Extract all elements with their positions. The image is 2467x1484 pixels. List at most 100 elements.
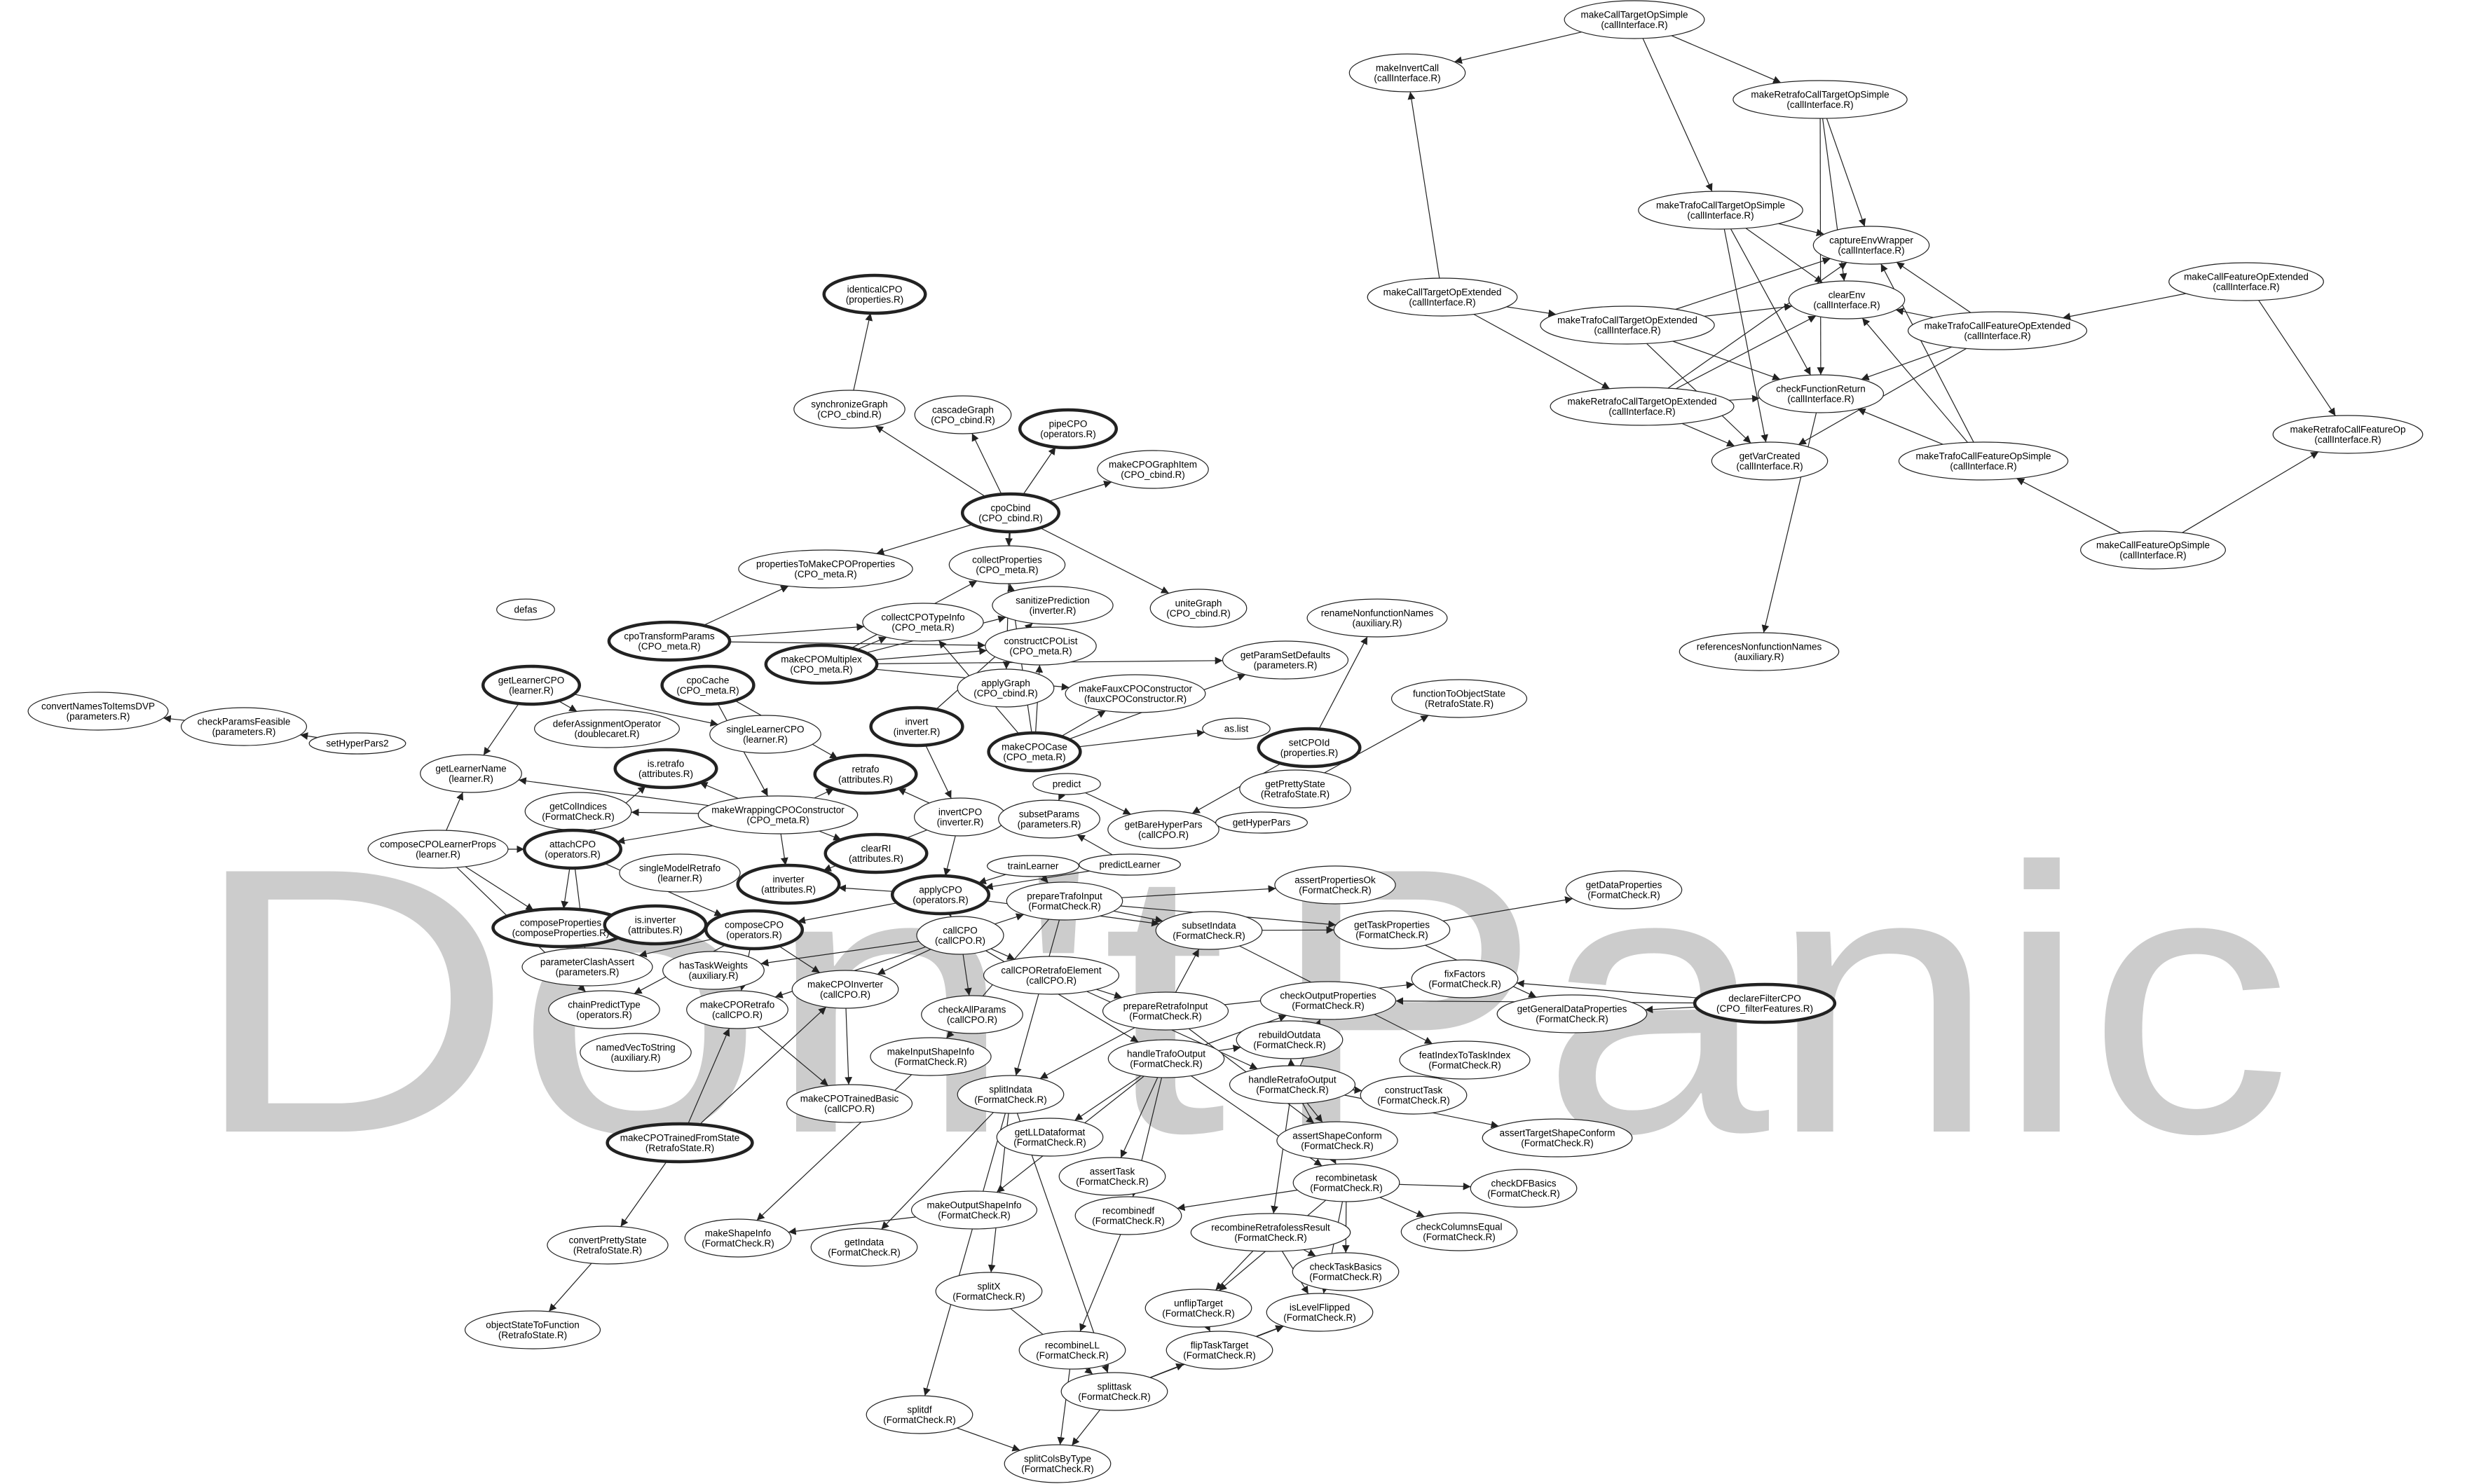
node-file-text: (FormatCheck.R) [542,811,615,822]
node-name-text: makeOutputShapeInfo [927,1200,1021,1210]
edge-callCPO-to-prepareTrafoInput [995,913,1024,925]
node-name-text: getLearnerName [435,763,506,774]
node-ellipse-splitX [935,1272,1043,1311]
node-ellipse-identicalCPO [822,273,927,315]
node-name-text: getParamSetDefaults [1241,650,1331,660]
edge-trainLearner-to-applyCPO [978,874,1006,885]
node-checkParamsFeasible: checkParamsFeasible(parameters.R) [180,707,308,746]
node-name-text: checkParamsFeasible [198,716,291,727]
node-file-text: (FormatCheck.R) [1355,930,1428,940]
node-name-text: functionToObjectState [1413,688,1505,699]
edge-getTaskProperties-to-getDataProperties [1442,896,1573,921]
node-file-text: (callInterface.R) [1687,210,1754,221]
node-ellipse-getVarCreated [1711,441,1829,481]
node-name-text: handleRetrafoOutput [1248,1074,1337,1085]
node-isRetrafo: is.retrafo(attributes.R) [613,748,718,790]
node-captureEnvWrapper: captureEnvWrapper(callInterface.R) [1812,226,1930,265]
edge-makeTrafoCallFeatureOpSimple-to-checkFunctionReturn [1857,408,1943,445]
node-ellipse-recombinetask [1292,1163,1400,1202]
edge-setCPOId-to-renameNonfunctionNames [1318,636,1368,729]
node-ellipse-constructTask [1360,1076,1468,1115]
node-applyGraph: applyGraph(CPO_cbind.R) [957,668,1055,708]
edge-makeCallTargetOpExtended-to-makeRetrafoCallTargetOpExtended [1473,313,1611,390]
node-file-text: (FormatCheck.R) [1521,1138,1594,1148]
edge-splitdf-to-splitColsByType [957,1427,1020,1452]
node-constructCPOList: constructCPOList(CPO_meta.R) [985,626,1097,666]
edge-handleRetrafoOutput-to-recombineRetrafolessResult [1271,1103,1290,1214]
edge-makeWrappingCPOConstructor-to-clearRI [819,830,842,841]
edge-declareFilterCPO-to-fixFactors [1516,980,1698,998]
node-file-text: (parameters.R) [212,727,276,737]
node-makeCallTargetOpExtended: makeCallTargetOpExtended(callInterface.R… [1367,277,1518,317]
node-file-text: (FormatCheck.R) [1309,1272,1382,1282]
node-file-text: (operators.R) [545,849,601,860]
node-ellipse-featIndexToTaskIndex [1399,1040,1531,1080]
edge-prepareTrafoInput-to-assertPropertiesOk [1121,885,1276,898]
node-file-text: (FormatCheck.R) [1423,1232,1496,1242]
node-ellipse-chainPredictType [548,990,660,1029]
node-name-text: constructCPOList [1004,635,1077,646]
node-makeTrafoCallFeatureOpSimple: makeTrafoCallFeatureOpSimple(callInterfa… [1898,441,2069,481]
node-ellipse-isLevelFlipped [1266,1293,1374,1332]
node-ellipse-recombinedf [1074,1196,1182,1235]
node-ellipse-trainLearner [986,855,1079,877]
node-ellipse-makeCPOGraphItem [1097,450,1209,489]
node-ellipse-flipTaskTarget [1166,1331,1273,1370]
node-makeCPOCase: makeCPOCase(CPO_meta.R) [987,731,1082,773]
node-file-text: (auxiliary.R) [610,1052,660,1063]
node-name-text: parameterClashAssert [540,956,635,967]
node-renameNonfunctionNames: renameNonfunctionNames(auxiliary.R) [1306,598,1448,638]
node-ellipse-collectCPOTypeInfo [862,603,984,642]
node-ellipse-cpoCbind [960,492,1061,534]
node-ellipse-singleModelRetrafo [619,853,741,893]
node-isLevelFlipped: isLevelFlipped(FormatCheck.R) [1266,1293,1374,1332]
node-callCPO: callCPO(callCPO.R) [916,916,1004,955]
node-name-text: recombinetask [1315,1172,1377,1183]
node-ellipse-getDataProperties [1565,870,1683,909]
node-ellipse-parameterClashAssert [521,947,653,987]
node-ellipse-synchronizeGraph [793,390,906,429]
node-name-text: makeInputShapeInfo [887,1046,975,1057]
node-ellipse-asList [1202,717,1271,740]
node-name-text: makeCallFeatureOpExtended [2184,271,2309,282]
edge-makeCPOInverter-to-makeCPOTrainedBasic [845,1008,853,1085]
node-file-text: (callCPO.R) [947,1015,997,1025]
node-getColIndices: getColIndices(FormatCheck.R) [524,792,632,831]
node-file-text: (FormatCheck.R) [1292,1001,1365,1011]
node-ellipse-clearRI [824,832,929,874]
edge-applyCPO-to-composeCPO [797,902,898,924]
node-name-text: chainPredictType [568,999,641,1010]
node-file-text: (operators.R) [726,930,782,940]
edge-makeTrafoCallTargetOpSimple-to-captureEnvWrapper [1778,223,1824,237]
node-checkTaskBasics: checkTaskBasics(FormatCheck.R) [1292,1252,1400,1291]
node-ellipse-getLearnerCPO [481,664,582,706]
node-retrafo: retrafo(attributes.R) [813,753,918,795]
node-ellipse-inverter [736,863,841,905]
node-singleLearnerCPO: singleLearnerCPO(learner.R) [709,715,821,754]
node-file-text: (FormatCheck.R) [1299,885,1372,895]
node-ellipse-applyGraph [957,668,1055,708]
node-name-text: assertPropertiesOk [1294,874,1376,885]
node-name-text: getPrettyState [1265,778,1325,789]
node-getHyperPars: getHyperPars [1215,811,1308,834]
node-name-text: recombineLL [1045,1340,1100,1350]
edge-invertCPO-to-applyCPO [943,835,956,877]
node-ellipse-makeRetrafoCallTargetOpExtended [1550,387,1735,426]
edge-makeTrafoCallFeatureOpSimple-to-clearEnv [1861,317,1968,443]
node-file-text: (fauxCPOConstructor.R) [1084,694,1187,704]
node-checkFunctionReturn: checkFunctionReturn(callInterface.R) [1757,374,1885,413]
node-assertTargetShapeConform: assertTargetShapeConform(FormatCheck.R) [1482,1118,1633,1157]
node-ellipse-makeCallFeatureOpExtended [2168,262,2324,301]
node-setHyperPars2: setHyperPars2 [308,732,406,755]
node-getBareHyperPars: getBareHyperPars(callCPO.R) [1107,810,1219,849]
edge-unflipTarget-to-flipTaskTarget [1203,1323,1211,1332]
edge-splitIndata-to-splittask [1016,1113,1109,1373]
node-declareFilterCPO: declareFilterCPO(CPO_filterFeatures.R) [1693,982,1837,1024]
node-file-text: (attributes.R) [628,925,683,935]
node-ellipse-renameNonfunctionNames [1306,598,1448,638]
node-file-text: (attributes.R) [638,769,693,779]
node-functionToObjectState: functionToObjectState(RetrafoState.R) [1390,679,1528,718]
node-file-text: (attributes.R) [849,853,903,864]
edge-makeRetrafoCallTargetOpExtended-to-getVarCreated [1681,422,1735,447]
edge-getLearnerCPO-to-deferAssignmentOperator [558,700,578,712]
